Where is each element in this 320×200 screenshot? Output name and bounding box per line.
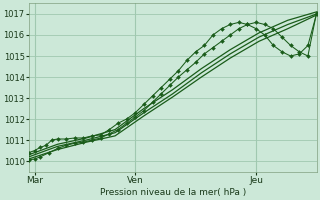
X-axis label: Pression niveau de la mer( hPa ): Pression niveau de la mer( hPa )	[100, 188, 246, 197]
